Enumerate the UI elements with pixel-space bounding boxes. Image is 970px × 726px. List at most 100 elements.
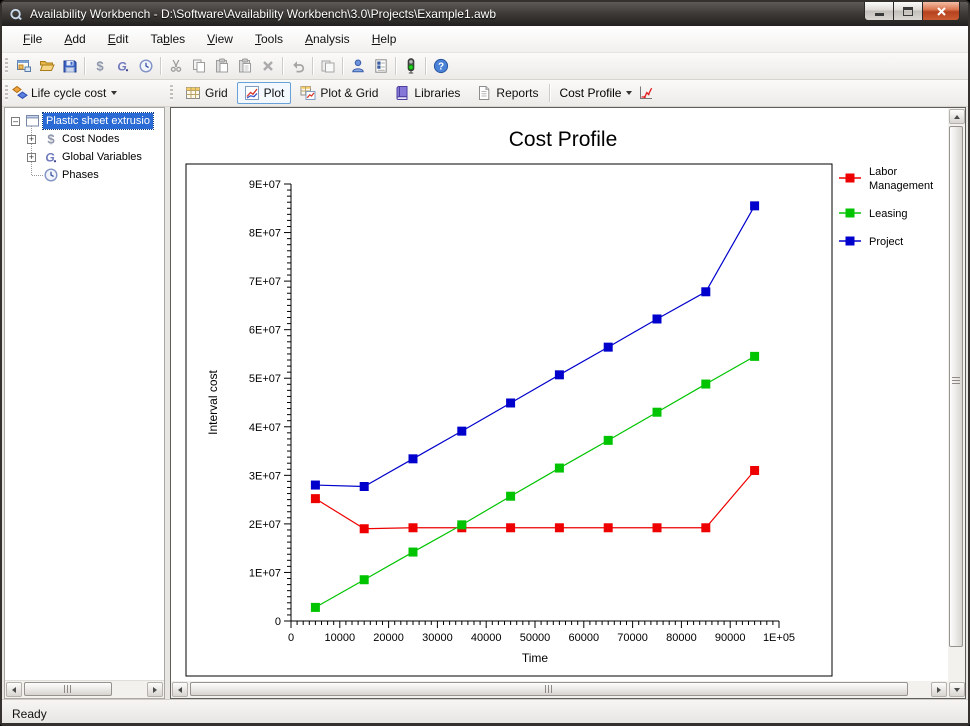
phases-icon [138,58,154,74]
x-tick-label: 90000 [715,632,746,644]
toolbar-grip[interactable] [5,85,8,101]
toolbar-grip[interactable] [170,85,173,101]
view-reports-button[interactable]: Reports [469,82,545,104]
series-leasing-line [315,356,754,607]
tree-expand-toggle[interactable]: – [11,117,20,126]
undo-button[interactable] [286,55,309,77]
x-tick-label: 50000 [520,632,551,644]
x-axis-label: Time [522,651,549,665]
toolbar-grip[interactable] [5,58,8,74]
delete-button[interactable] [256,55,279,77]
user-button[interactable] [346,55,369,77]
view-grid-button[interactable]: Grid [178,82,235,104]
reports-icon [476,85,492,101]
x-tick-label: 30000 [422,632,453,644]
standard-toolbar: $G? [2,53,968,80]
plot-panel: Cost Profile0100002000030000400005000060… [170,107,966,699]
module-selector[interactable]: Life cycle cost [2,85,167,101]
status-light-button[interactable] [399,55,422,77]
tree-item-phases[interactable]: Phases [59,167,102,183]
title-bar[interactable]: Availability Workbench - D:\Software\Ava… [2,2,968,26]
maximize-button[interactable] [894,2,922,21]
report-options-icon [373,58,389,74]
toolbar-separator [395,57,396,75]
y-tick-label: 8E+07 [249,228,281,240]
x-tick-label: 80000 [666,632,697,644]
scroll-left-button[interactable] [6,682,22,697]
tree-expand-toggle[interactable]: + [27,153,36,162]
copy-button[interactable] [187,55,210,77]
save-button[interactable] [58,55,81,77]
tree-expand-toggle[interactable]: + [27,135,36,144]
series-leasing-marker [702,380,710,388]
menu-file[interactable]: File [12,28,53,50]
scroll-down-button[interactable] [949,682,965,697]
svg-text:?: ? [437,62,443,73]
tree-hscrollbar[interactable] [5,680,164,698]
series-leasing-marker [458,521,466,529]
duplicate-button[interactable] [316,55,339,77]
arrow-left-icon [12,687,16,693]
tree-item-global-variables[interactable]: Global Variables [59,149,145,165]
profile-selector[interactable]: Cost Profile [553,83,660,103]
menu-help[interactable]: Help [361,28,408,50]
view-libraries-button[interactable]: Libraries [387,82,467,104]
report-options-button[interactable] [369,55,392,77]
tree-item-cost-nodes[interactable]: Cost Nodes [59,131,122,147]
y-tick-label: 0 [275,616,281,628]
minimize-button[interactable] [864,2,894,21]
menu-edit[interactable]: Edit [97,28,140,50]
help-button[interactable]: ? [429,55,452,77]
close-button[interactable] [922,2,960,21]
series-project-marker [311,481,319,489]
x-tick-label: 40000 [471,632,502,644]
menu-tables[interactable]: Tables [139,28,196,50]
phases-button[interactable] [134,55,157,77]
new-project-button[interactable] [12,55,35,77]
chevron-down-icon [626,91,632,95]
series-project-marker [555,371,563,379]
plot-vscrollbar[interactable] [948,108,965,698]
scroll-left-button[interactable] [172,682,188,697]
app-logo-icon [9,7,24,22]
tree-item-root[interactable]: Plastic sheet extrusio [43,113,153,129]
user-icon [350,58,366,74]
x-tick-label: 60000 [569,632,600,644]
scrollbar-thumb[interactable] [949,126,963,647]
view-plot-button[interactable]: Plot [237,82,292,104]
menu-tools[interactable]: Tools [244,28,294,50]
workspace: –Plastic sheet extrusio+$Cost Nodes+GGlo… [2,107,968,699]
series-labor-management-marker [653,524,661,532]
view-plot-grid-button[interactable]: Plot & Grid [293,82,385,104]
app-logo-icon [9,7,24,22]
paste-special-button[interactable] [233,55,256,77]
chevron-down-icon [111,91,117,95]
view-toolbar: Life cycle cost GridPlotPlot & GridLibra… [2,80,968,107]
window-title: Availability Workbench - D:\Software\Ava… [30,7,496,21]
y-tick-label: 3E+07 [249,470,281,482]
save-icon [62,58,78,74]
series-labor-management-marker [604,524,612,532]
plot-hscrollbar[interactable] [171,681,948,698]
cost-nodes-button[interactable]: $ [88,55,111,77]
series-labor-management-marker [409,524,417,532]
y-tick-label: 7E+07 [249,276,281,288]
profile-trend-icon [638,85,654,101]
cut-button[interactable] [164,55,187,77]
phases-icon [43,167,59,183]
scroll-up-button[interactable] [949,109,965,124]
paste-button[interactable] [210,55,233,77]
scroll-right-button[interactable] [147,682,163,697]
menu-analysis[interactable]: Analysis [294,28,361,50]
series-labor-management-marker [702,524,710,532]
scrollbar-thumb[interactable] [24,682,112,696]
menu-view[interactable]: View [196,28,244,50]
open-button[interactable] [35,55,58,77]
series-leasing-marker [751,352,759,360]
series-labor-management-line [315,470,754,528]
scrollbar-thumb[interactable] [190,682,908,696]
global-variables-button[interactable]: G [111,55,134,77]
menu-add[interactable]: Add [53,28,96,50]
scroll-right-button[interactable] [931,682,947,697]
y-axis-label: Interval cost [206,369,220,434]
